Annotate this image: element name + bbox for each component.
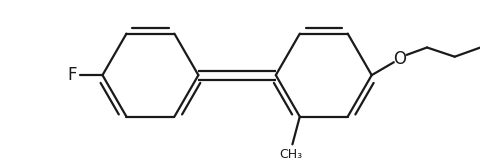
Text: F: F	[67, 66, 76, 84]
Text: O: O	[393, 50, 406, 67]
Text: CH₃: CH₃	[279, 148, 302, 161]
